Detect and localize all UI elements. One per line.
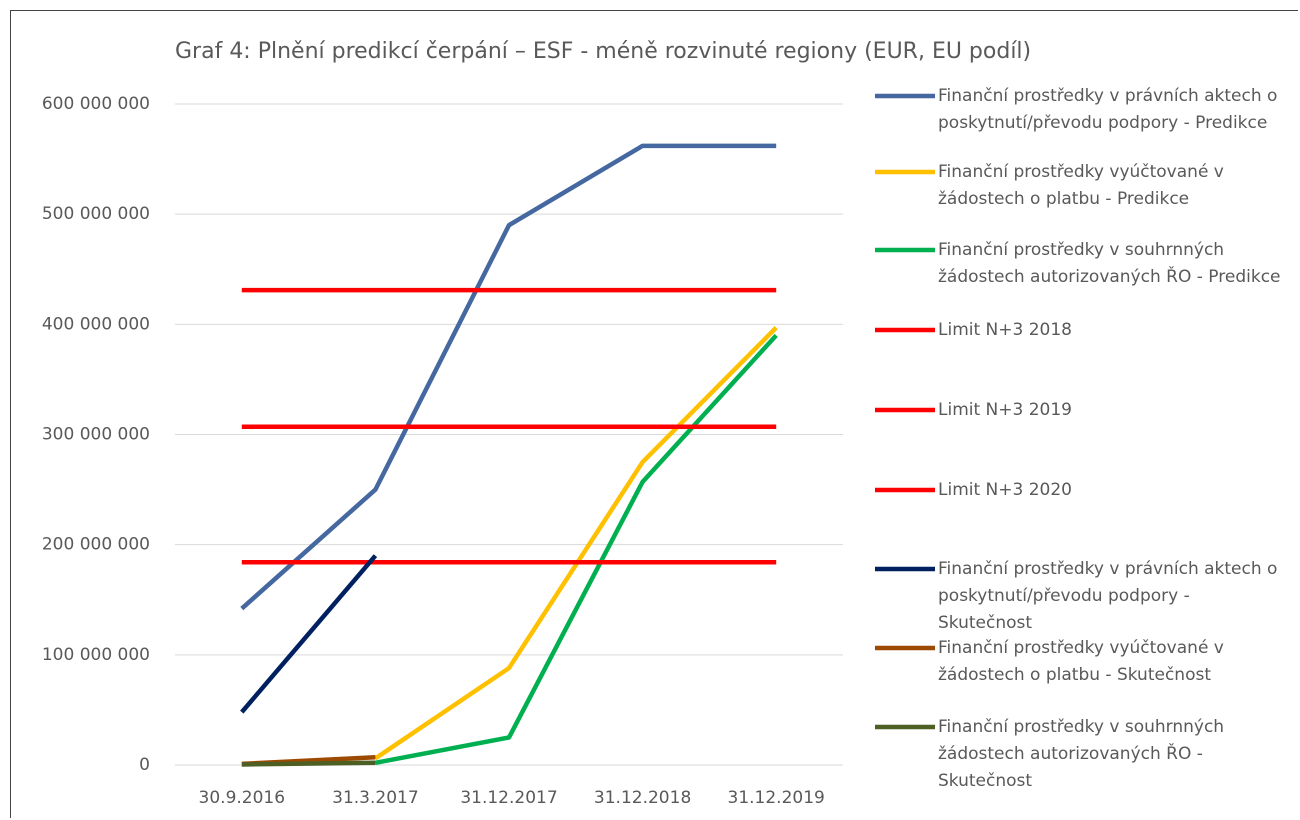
legend-label: Limit N+3 2020 bbox=[938, 480, 1072, 500]
series-line bbox=[374, 333, 778, 766]
series-line bbox=[240, 143, 777, 611]
series-line bbox=[374, 326, 778, 761]
legend-label: Finanční prostředky v právních aktech o … bbox=[938, 86, 1278, 133]
chart-frame bbox=[10, 10, 1298, 818]
y-tick-label: 500 000 000 bbox=[42, 204, 150, 224]
x-tick-label: 31.12.2018 bbox=[594, 788, 691, 808]
y-tick-label: 0 bbox=[139, 755, 150, 775]
y-tick-label: 600 000 000 bbox=[42, 94, 150, 114]
x-tick-label: 31.12.2019 bbox=[728, 788, 825, 808]
y-tick-label: 300 000 000 bbox=[42, 425, 150, 445]
y-tick-label: 100 000 000 bbox=[42, 645, 150, 665]
x-tick-label: 31.3.2017 bbox=[332, 788, 419, 808]
y-tick-label: 400 000 000 bbox=[42, 314, 150, 334]
legend-label: Finanční prostředky v právních aktech o … bbox=[938, 559, 1278, 633]
legend-label: Finanční prostředky v souhrnných žádoste… bbox=[938, 240, 1281, 287]
series-line bbox=[241, 760, 376, 767]
y-tick-label: 200 000 000 bbox=[42, 535, 150, 555]
legend-label: Limit N+3 2018 bbox=[938, 320, 1072, 340]
legend-label: Finanční prostředky v souhrnných žádoste… bbox=[938, 717, 1225, 791]
x-tick-label: 31.12.2017 bbox=[460, 788, 557, 808]
series-line bbox=[240, 554, 378, 714]
legend-label: Finanční prostředky vyúčtované v žádoste… bbox=[938, 638, 1224, 685]
legend-label: Limit N+3 2019 bbox=[938, 400, 1072, 420]
chart-title: Graf 4: Plnění predikcí čerpání – ESF - … bbox=[175, 39, 1031, 64]
x-tick-label: 30.9.2016 bbox=[199, 788, 286, 808]
legend-label: Finanční prostředky vyúčtované v žádoste… bbox=[938, 162, 1224, 209]
